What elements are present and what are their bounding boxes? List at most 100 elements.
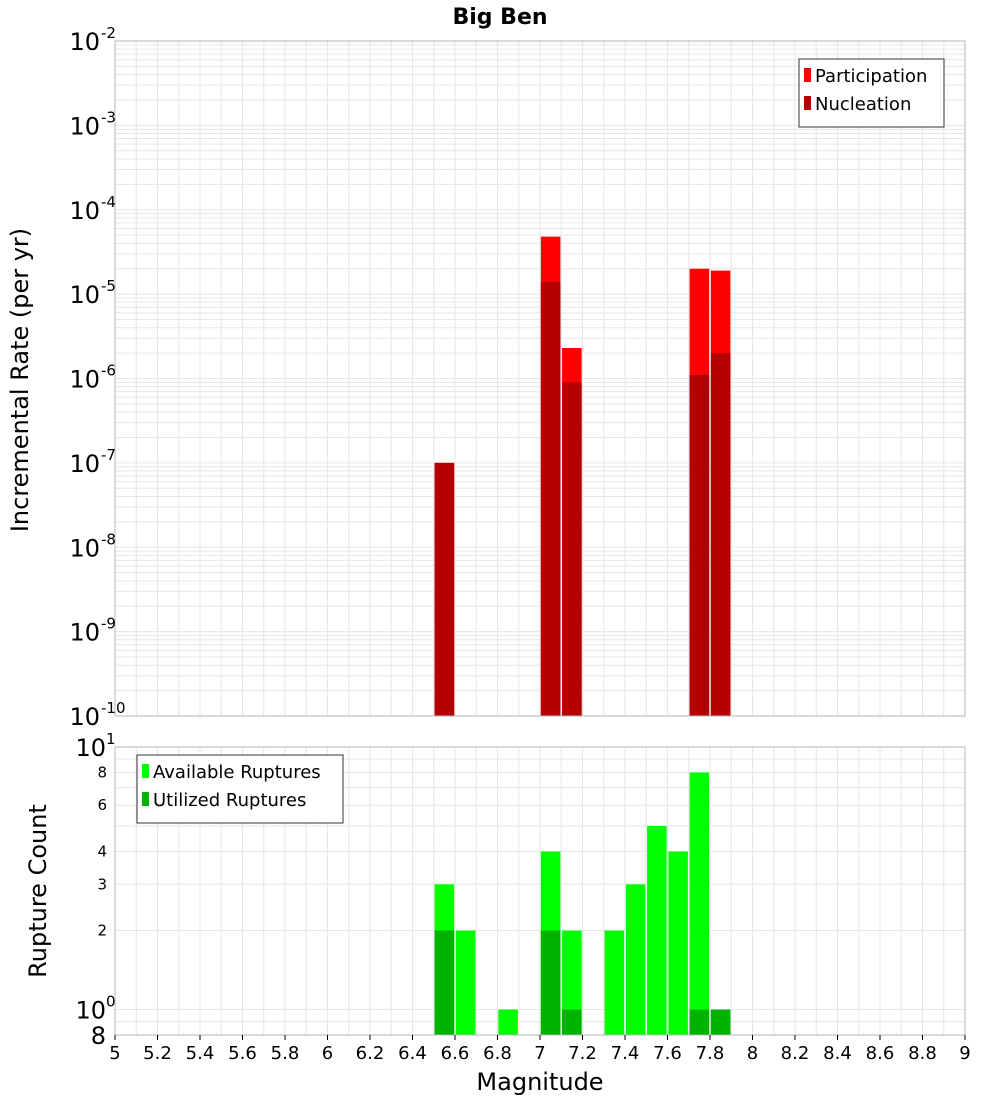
top-y-ticks: 10-210-310-410-510-610-710-810-910-10	[69, 24, 125, 731]
y-tick-value: 4	[97, 842, 107, 860]
top-legend: Participation Nucleation	[798, 58, 945, 128]
x-tick-label: 5.2	[143, 1043, 172, 1064]
nucleation-bar	[562, 382, 582, 716]
y-tick-label: 10 -8	[69, 530, 116, 562]
y-tick-value: 3	[97, 875, 107, 893]
nucleation-bar	[540, 281, 561, 716]
y-tick-base: 10	[69, 619, 100, 647]
y-tick-base: 8	[91, 1022, 106, 1050]
x-ticks: 5 5.2 5.4 5.6 5.8 6 6.2 6.4 6.6 6.8 7 7.2 7.4 7.6 7.8 8…	[109, 1035, 971, 1064]
x-tick-label: 5.4	[186, 1043, 215, 1064]
legend-entry: Available Ruptures	[153, 762, 321, 783]
legend-box	[136, 754, 344, 824]
y-tick-label: 10 0	[75, 993, 115, 1025]
y-tick-label: 2	[97, 922, 107, 940]
y-tick-label: 10 -2	[69, 24, 116, 56]
y-tick-value: 2	[97, 922, 107, 940]
legend-box	[798, 58, 945, 128]
y-tick-base: 10	[69, 28, 100, 56]
y-tick-base: 10	[69, 281, 100, 309]
utilized-ruptures-bar	[434, 930, 455, 1035]
y-tick-base: 10	[69, 450, 100, 478]
x-tick-label: 8	[747, 1043, 758, 1064]
y-tick-base: 10	[69, 112, 100, 140]
legend-entry: Utilized Ruptures	[153, 790, 306, 811]
x-tick-label: 5	[109, 1043, 120, 1064]
y-tick-exponent: -10	[101, 699, 126, 717]
legend-swatch	[804, 68, 811, 82]
chart-title: Big Ben	[452, 5, 547, 30]
x-tick-label: 7.8	[696, 1043, 725, 1064]
top-plot-frame	[114, 40, 966, 717]
x-tick-label: 6	[322, 1043, 333, 1064]
available-ruptures-bar	[455, 930, 476, 1035]
y-tick-label: 10 -9	[69, 615, 116, 647]
y-tick-label: 10 -5	[69, 277, 116, 309]
available-ruptures-bar	[647, 826, 667, 1035]
nucleation-bar	[434, 462, 455, 716]
y-tick-label: 10 -6	[69, 362, 116, 394]
x-tick-label: 6.6	[441, 1043, 470, 1064]
x-tick-label: 9	[959, 1043, 970, 1064]
y-tick-label: 6	[97, 796, 107, 814]
utilized-ruptures-bar	[689, 1009, 710, 1035]
legend-entry: Nucleation	[815, 94, 911, 115]
x-tick-label: 8.6	[866, 1043, 895, 1064]
utilized-ruptures-bar	[710, 1009, 731, 1035]
y-tick-base: 10	[69, 703, 100, 731]
nucleation-bar	[710, 353, 731, 716]
x-tick-label: 8.2	[781, 1043, 810, 1064]
x-tick-label: 7.4	[611, 1043, 640, 1064]
y-tick-exponent: -4	[101, 193, 116, 211]
x-axis-label: Magnitude	[476, 1068, 603, 1096]
y-tick-label: 8	[91, 1022, 106, 1050]
y-tick-value: 8	[97, 763, 107, 781]
y-tick-base: 10	[69, 366, 100, 394]
legend-swatch	[142, 764, 149, 778]
x-tick-label: 6.2	[356, 1043, 385, 1064]
legend-swatch	[142, 792, 149, 806]
y-tick-exponent: -9	[101, 615, 116, 633]
y-tick-exponent: -3	[101, 108, 116, 126]
utilized-ruptures-bar	[540, 930, 561, 1035]
x-tick-label: 8.4	[823, 1043, 852, 1064]
available-ruptures-bar	[604, 930, 625, 1035]
y-tick-exponent: 0	[106, 993, 116, 1011]
available-ruptures-bar	[668, 851, 688, 1035]
available-ruptures-bar	[625, 884, 646, 1035]
y-tick-exponent: 1	[106, 730, 116, 748]
y-tick-exponent: -7	[101, 446, 116, 464]
x-tick-label: 5.8	[271, 1043, 300, 1064]
y-tick-exponent: -5	[101, 277, 116, 295]
y-tick-value: 6	[97, 796, 107, 814]
bottom-legend: Available Ruptures Utilized Ruptures	[136, 754, 344, 824]
x-tick-label: 7.6	[653, 1043, 682, 1064]
y-tick-label: 3	[97, 875, 107, 893]
top-plot-grid	[114, 41, 966, 717]
x-tick-label: 5.6	[228, 1043, 257, 1064]
available-ruptures-bar	[689, 772, 710, 1035]
y-tick-exponent: -2	[101, 24, 116, 42]
y-tick-label: 10 1	[75, 730, 115, 762]
legend-entry: Participation	[815, 66, 927, 87]
y-tick-base: 10	[69, 534, 100, 562]
available-ruptures-bar	[498, 1009, 518, 1035]
y-tick-label: 10 -3	[69, 108, 116, 140]
y-tick-label: 10 -7	[69, 446, 116, 478]
available-ruptures-bar	[562, 930, 582, 1035]
y-tick-base: 10	[75, 734, 106, 762]
y-tick-label: 4	[97, 842, 107, 860]
y-tick-label: 10 -10	[69, 699, 125, 731]
utilized-ruptures-bar	[562, 1009, 582, 1035]
x-tick-label: 7.2	[568, 1043, 597, 1064]
x-tick-label: 8.8	[908, 1043, 937, 1064]
y-tick-label: 10 -4	[69, 193, 116, 225]
x-tick-label: 6.8	[483, 1043, 512, 1064]
y-tick-base: 10	[69, 197, 100, 225]
top-plot-bars	[434, 236, 731, 716]
bottom-y-axis-label: Rupture Count	[24, 804, 52, 978]
top-y-axis-label: Incremental Rate (per yr)	[6, 228, 34, 532]
legend-swatch	[804, 96, 811, 110]
